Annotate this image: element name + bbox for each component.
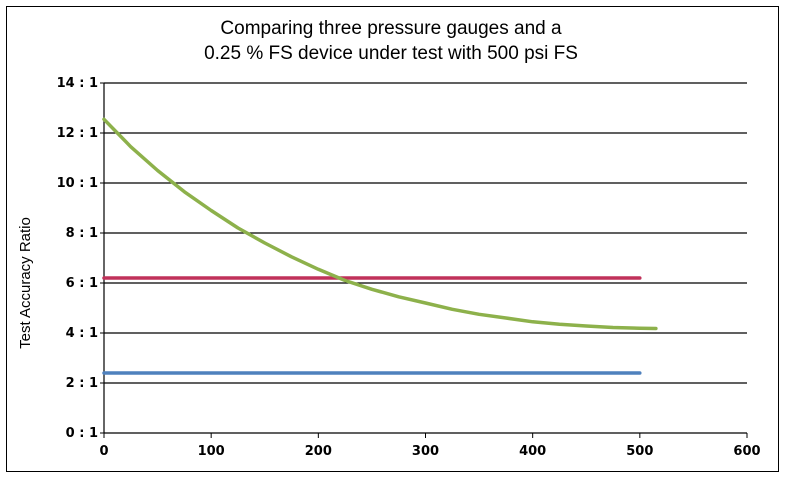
chart-title-line-2: 0.25 % FS device under test with 500 psi… [204,43,578,64]
tick-labels: 0 : 1 2 : 1 4 : 1 6 : 1 8 : 1 10 : 1 12 : 1 14 … [57,76,761,459]
x-tick-label: 600 [733,444,760,459]
y-tick-label: 6 : 1 [66,276,98,291]
y-tick-label: 8 : 1 [66,226,98,241]
series-line-3 [102,117,658,331]
x-tick-label: 400 [519,444,546,459]
gridlines [104,82,747,384]
chart-canvas: Comparing three pressure gauges and a 0.… [17,18,761,459]
data-series [102,117,658,375]
y-tick-label: 10 : 1 [57,176,98,191]
x-tick-label: 200 [305,444,332,459]
x-tick-label: 0 [99,444,108,459]
y-tick-label: 2 : 1 [66,376,98,391]
x-tick-label: 100 [198,444,225,459]
axes [100,82,748,438]
x-tick-label: 300 [412,444,439,459]
y-tick-label: 12 : 1 [57,126,98,141]
chart-title-line-1: Comparing three pressure gauges and a [220,18,562,39]
chart-frame: Comparing three pressure gauges and a 0.… [6,6,779,472]
y-tick-label: 4 : 1 [66,326,98,341]
x-tick-label: 500 [626,444,653,459]
y-tick-label: 14 : 1 [57,76,98,91]
y-axis-title: Test Accuracy Ratio [17,217,34,349]
y-tick-label: 0 : 1 [66,426,98,441]
